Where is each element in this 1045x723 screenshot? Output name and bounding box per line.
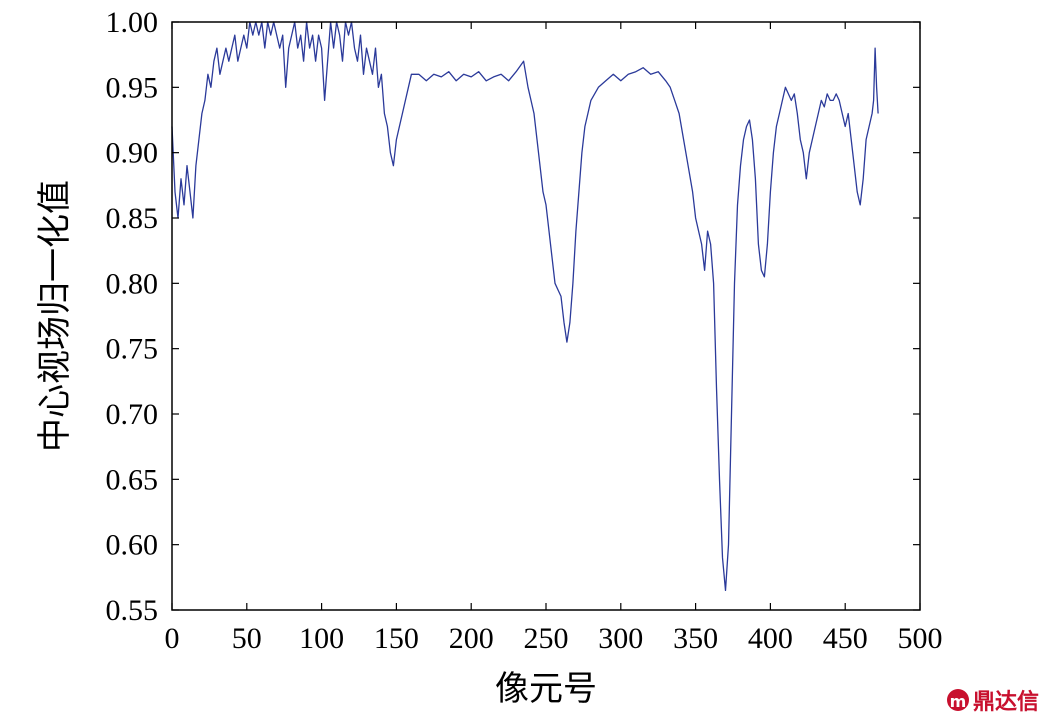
y-tick-label: 0.80: [106, 267, 159, 300]
series-line-0: [171, 21, 879, 592]
watermark-icon-glyph: m: [950, 692, 967, 711]
x-tick-label: 250: [524, 622, 569, 655]
x-axis-ticks: 0 50 100 150 200 250 300 350 400 450 500: [165, 22, 943, 655]
x-tick-label: 200: [449, 622, 494, 655]
x-tick-label: 350: [673, 622, 718, 655]
x-axis-title: 像元号: [495, 669, 597, 709]
x-tick-label: 500: [898, 622, 943, 655]
x-tick-label: 100: [299, 622, 344, 655]
y-tick-label: 0.75: [106, 333, 159, 366]
x-tick-label: 450: [823, 622, 868, 655]
x-tick-label: 300: [598, 622, 643, 655]
plot-frame: [171, 21, 921, 611]
y-tick-label: 0.70: [106, 398, 159, 431]
y-tick-label: 0.95: [106, 71, 159, 104]
y-axis-title: 中心视场归一化值: [35, 180, 75, 452]
x-tick-label: 400: [748, 622, 793, 655]
x-tick-label: 0: [165, 622, 180, 655]
y-tick-label: 0.55: [106, 594, 159, 627]
x-tick-label: 150: [374, 622, 419, 655]
watermark-logo: m 鼎达信: [947, 689, 1039, 715]
y-axis-ticks: 0.55 0.60 0.65 0.70 0.75 0.80 0.85 0.90 0.95 1.00: [106, 6, 920, 627]
plot-area: [171, 21, 879, 592]
watermark-icon: [947, 689, 969, 711]
y-tick-label: 1.00: [106, 6, 159, 39]
y-tick-label: 0.90: [106, 137, 159, 170]
y-tick-label: 0.85: [106, 202, 159, 235]
y-tick-label: 0.60: [106, 529, 159, 562]
watermark-text: 鼎达信: [973, 689, 1039, 715]
x-tick-label: 50: [232, 622, 262, 655]
y-tick-label: 0.65: [106, 463, 159, 496]
